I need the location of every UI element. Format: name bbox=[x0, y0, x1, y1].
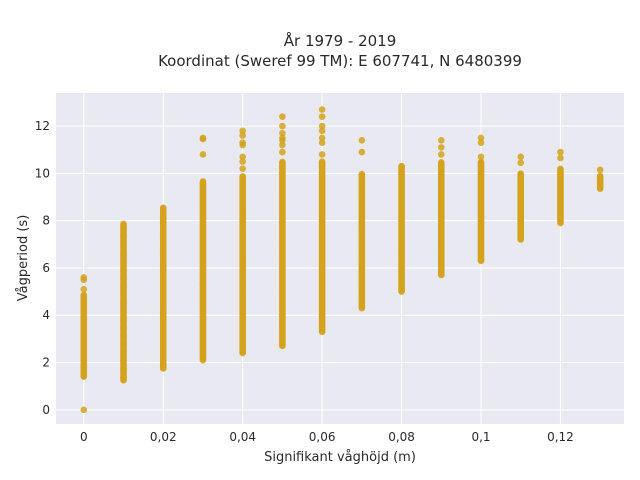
data-point bbox=[80, 291, 88, 299]
data-point bbox=[557, 165, 564, 173]
data-point bbox=[239, 127, 246, 135]
x-tick-label: 0 bbox=[80, 430, 88, 444]
column-points bbox=[80, 274, 88, 414]
column-points bbox=[437, 136, 445, 279]
data-point bbox=[596, 166, 604, 174]
data-point bbox=[239, 139, 246, 146]
data-point bbox=[517, 159, 525, 167]
data-point bbox=[279, 129, 286, 137]
data-point bbox=[239, 158, 246, 165]
data-point bbox=[318, 127, 326, 135]
data-point bbox=[318, 113, 326, 120]
data-points bbox=[80, 106, 604, 414]
data-point bbox=[279, 148, 286, 156]
y-tick-label: 2 bbox=[42, 356, 50, 370]
data-point bbox=[279, 158, 286, 166]
chart-subtitle: Koordinat (Sweref 99 TM): E 607741, N 64… bbox=[158, 52, 522, 70]
column-points bbox=[477, 134, 485, 265]
y-tick-label: 12 bbox=[35, 119, 50, 133]
x-tick-label: 0,04 bbox=[229, 430, 256, 444]
data-point bbox=[318, 139, 326, 146]
data-point bbox=[120, 220, 127, 228]
data-point bbox=[279, 122, 286, 130]
y-axis-label: Vågperiod (s) bbox=[16, 215, 31, 302]
y-tick-label: 8 bbox=[42, 214, 50, 228]
data-point bbox=[239, 165, 246, 172]
column-points bbox=[239, 127, 246, 357]
data-point bbox=[318, 151, 326, 158]
column-points bbox=[120, 220, 127, 384]
data-point bbox=[318, 122, 326, 130]
x-tick-label: 0,1 bbox=[471, 430, 490, 444]
data-point bbox=[318, 134, 326, 142]
data-point bbox=[358, 170, 366, 178]
x-tick-label: 0,12 bbox=[547, 430, 574, 444]
data-point bbox=[437, 144, 445, 151]
data-point bbox=[159, 204, 167, 212]
data-point bbox=[437, 158, 445, 166]
data-point bbox=[477, 134, 485, 142]
data-point bbox=[80, 406, 88, 414]
data-point bbox=[596, 172, 604, 180]
x-tick-label: 0,02 bbox=[150, 430, 177, 444]
data-point bbox=[80, 285, 88, 293]
data-point bbox=[517, 170, 525, 177]
column-points bbox=[596, 166, 604, 193]
x-tick-label: 0,08 bbox=[388, 430, 415, 444]
data-point bbox=[239, 132, 246, 139]
column-points bbox=[398, 162, 405, 295]
data-point bbox=[517, 153, 525, 161]
column-points bbox=[318, 106, 326, 336]
data-point bbox=[80, 274, 88, 281]
column-points bbox=[517, 153, 525, 243]
y-tick-label: 6 bbox=[42, 261, 50, 275]
data-point bbox=[199, 151, 207, 158]
data-point bbox=[477, 139, 485, 146]
data-point bbox=[557, 148, 564, 156]
x-tick-label: 0,06 bbox=[309, 430, 336, 444]
data-point bbox=[358, 136, 366, 144]
data-point bbox=[239, 153, 246, 161]
y-tick-label: 4 bbox=[42, 308, 50, 322]
plot-area bbox=[56, 93, 624, 424]
column-points bbox=[159, 204, 167, 372]
column-points bbox=[358, 136, 366, 312]
data-point bbox=[358, 148, 366, 156]
data-point bbox=[318, 106, 326, 113]
data-point bbox=[398, 162, 405, 170]
x-axis-label: Signifikant våghöjd (m) bbox=[264, 450, 416, 465]
chart-title: År 1979 - 2019 bbox=[284, 31, 397, 50]
data-point bbox=[477, 158, 485, 166]
data-point bbox=[279, 113, 286, 120]
data-point bbox=[279, 134, 286, 142]
data-point bbox=[437, 136, 445, 144]
column-points bbox=[199, 134, 207, 364]
y-tick-labels: 0 2 4 6 8 10 12 bbox=[35, 119, 50, 417]
data-point bbox=[239, 173, 246, 180]
column-points bbox=[557, 148, 564, 227]
data-point bbox=[477, 153, 485, 161]
y-tick-label: 0 bbox=[42, 403, 50, 417]
data-point bbox=[199, 134, 207, 142]
y-tick-label: 10 bbox=[35, 166, 50, 180]
data-point bbox=[437, 151, 445, 158]
x-tick-labels: 0 0,02 0,04 0,06 0,08 0,1 0,12 bbox=[80, 430, 574, 444]
data-point bbox=[279, 141, 286, 149]
data-point bbox=[557, 154, 564, 162]
data-point bbox=[199, 178, 207, 185]
column-points bbox=[279, 113, 286, 350]
data-point bbox=[318, 158, 326, 165]
